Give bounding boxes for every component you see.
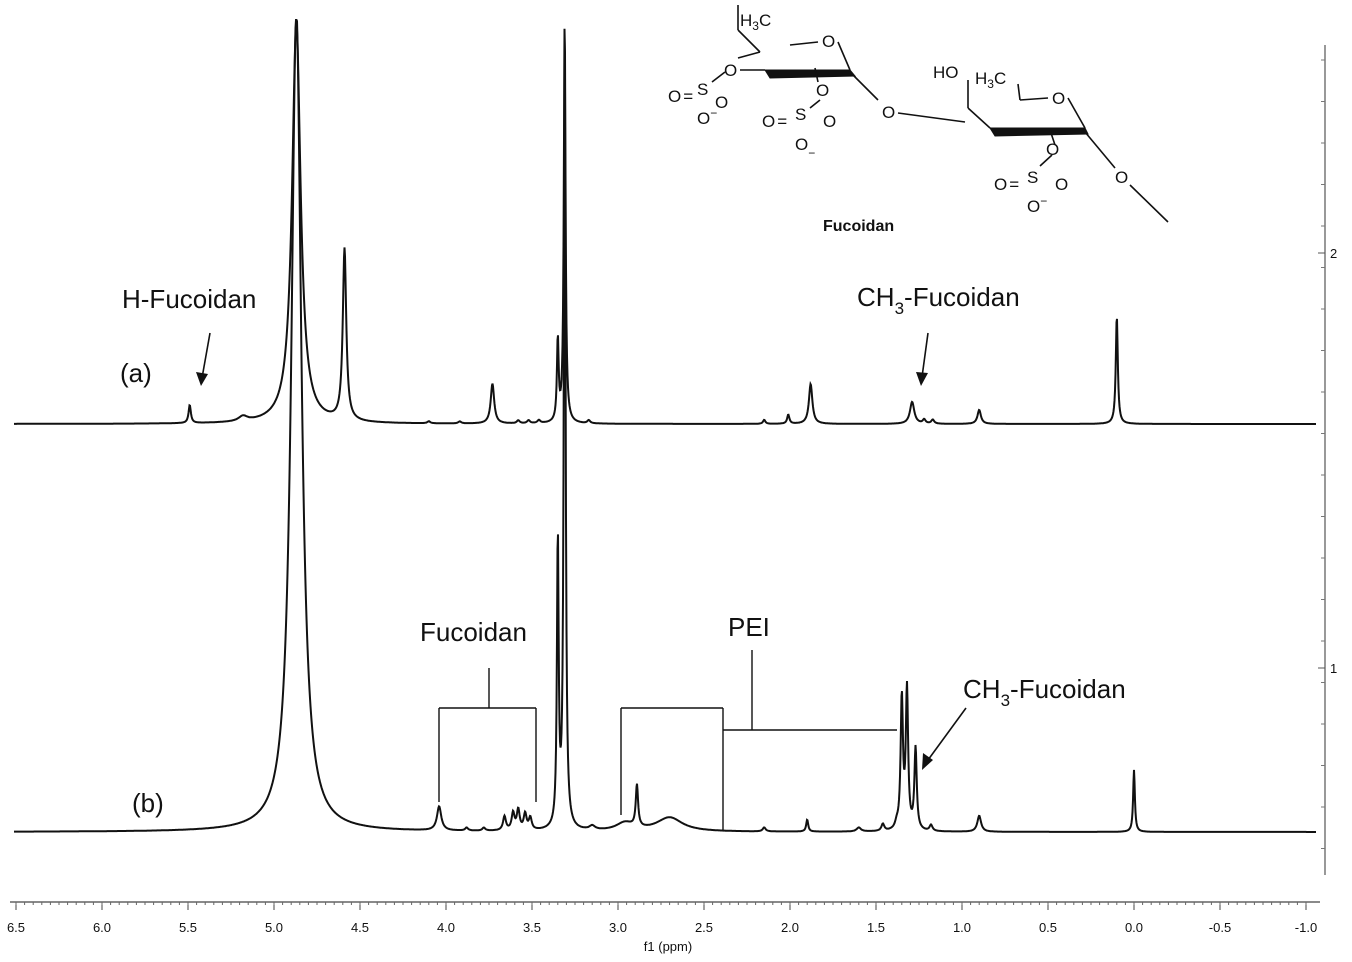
right-axis: 2 1 <box>1318 45 1337 875</box>
svg-text:S: S <box>795 105 806 124</box>
x-tick-label: 6.0 <box>93 920 111 935</box>
x-tick-label: -0.5 <box>1209 920 1231 935</box>
x-tick-label: 0.5 <box>1039 920 1057 935</box>
x-tick-label: 5.5 <box>179 920 197 935</box>
svg-text:S: S <box>1027 168 1038 187</box>
x-axis: 6.5 6.0 5.5 5.0 4.5 4.0 3.5 3.0 2.5 2.0 1.5 1.0 0.5 0… <box>7 901 1320 954</box>
x-tick-label: 6.5 <box>7 920 25 935</box>
pei-bracket <box>620 650 897 830</box>
x-tick-label: 2.5 <box>695 920 713 935</box>
svg-text:O=: O = <box>762 112 787 131</box>
x-tick-label: 2.0 <box>781 920 799 935</box>
svg-text:O: O <box>823 112 836 131</box>
h-fucoidan-arrow <box>201 332 211 379</box>
x-axis-ticks: 6.5 6.0 5.5 5.0 4.5 4.0 3.5 3.0 2.5 2.0 1.5 1.0 0.5 0… <box>7 902 1317 935</box>
x-tick-label: 1.0 <box>953 920 971 935</box>
x-tick-label: 4.5 <box>351 920 369 935</box>
right-axis-minor-ticks <box>1321 59 1325 849</box>
pei-bracket-label: PEI <box>728 612 770 642</box>
svg-text:O: O <box>1055 175 1068 194</box>
x-axis-label: f1 (ppm) <box>644 939 692 954</box>
svg-text:S: S <box>697 80 708 99</box>
svg-text:H3C: H3C <box>740 11 771 33</box>
spectrum-a-trace <box>14 23 1316 425</box>
svg-text:O−: O− <box>697 106 717 128</box>
svg-text:O: O <box>1052 89 1065 108</box>
svg-text:O−: O− <box>1027 194 1047 216</box>
x-tick-label: 4.0 <box>437 920 455 935</box>
svg-text:H3C: H3C <box>975 69 1006 91</box>
x-tick-label: 1.5 <box>867 920 885 935</box>
x-tick-label: 5.0 <box>265 920 283 935</box>
x-tick-label: 0.0 <box>1125 920 1143 935</box>
ch3-fucoidan-b-arrowhead <box>922 753 933 770</box>
ch3-fucoidan-b-label: CH3-Fucoidan <box>963 674 1126 710</box>
right-axis-label-1: 1 <box>1330 661 1337 676</box>
ch3-fucoidan-b-arrow <box>927 707 967 761</box>
ch3-fucoidan-a-arrowhead <box>916 372 928 386</box>
svg-text:O−: O− <box>795 135 815 160</box>
fucoidan-bracket <box>438 668 537 802</box>
structure-name: Fucoidan <box>823 218 894 235</box>
svg-text:O: O <box>1046 140 1059 159</box>
svg-text:HO: HO <box>933 63 959 82</box>
svg-text:O=: O = <box>994 175 1019 194</box>
x-tick-label: 3.5 <box>523 920 541 935</box>
x-tick-label: -1.0 <box>1295 920 1317 935</box>
svg-text:O: O <box>724 61 737 80</box>
trace-a-label: (a) <box>120 358 152 388</box>
svg-text:O: O <box>816 81 829 100</box>
svg-text:O: O <box>1115 168 1128 187</box>
svg-text:O=: O = <box>668 87 693 106</box>
svg-text:O: O <box>715 93 728 112</box>
svg-text:O: O <box>882 103 895 122</box>
trace-b-label: (b) <box>132 788 164 818</box>
h-fucoidan-arrowhead <box>196 372 208 386</box>
ch3-fucoidan-a-arrow <box>921 332 929 378</box>
h-fucoidan-label: H-Fucoidan <box>122 284 256 314</box>
fucoidan-structure <box>711 5 1169 223</box>
ch3-fucoidan-a-label: CH3-Fucoidan <box>857 282 1020 318</box>
x-tick-label: 3.0 <box>609 920 627 935</box>
svg-text:O: O <box>822 32 835 51</box>
spectrum-b-trace <box>14 19 1316 833</box>
right-axis-label-2: 2 <box>1330 246 1337 261</box>
fucoidan-bracket-label: Fucoidan <box>420 617 527 647</box>
fucoidan-structure-labels: H3C O O O O HO H3C O O O O = S O O− O = S … <box>668 11 1128 216</box>
